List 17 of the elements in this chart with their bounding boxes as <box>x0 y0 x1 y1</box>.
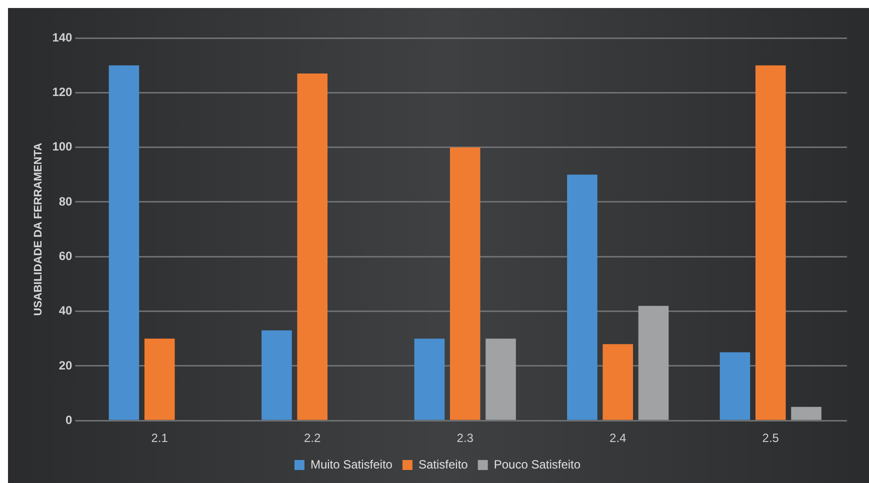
y-tick-label: 60 <box>58 248 73 263</box>
x-tick-label: 2.1 <box>151 431 168 446</box>
x-tick-label: 2.5 <box>762 431 780 446</box>
y-tick-label: 100 <box>52 140 73 154</box>
legend-label: Satisfeito <box>418 457 468 472</box>
y-tick-label: 80 <box>58 194 73 208</box>
y-tick-label: 20 <box>58 358 73 372</box>
y-tick-label: 40 <box>58 304 73 318</box>
x-tick-label: 2.2 <box>304 431 322 446</box>
x-tick-label: 2.4 <box>610 431 627 446</box>
legend-label: Muito Satisfeito <box>310 457 393 472</box>
y-tick-label: 120 <box>52 84 73 99</box>
y-axis-title: USABILIDADE DA FERRAMENTA <box>32 142 45 316</box>
x-tick-label: 2.3 <box>456 431 474 446</box>
y-tick-label: 140 <box>52 30 73 44</box>
legend-label: Pouco Satisfeito <box>494 457 581 472</box>
y-tick-label: 0 <box>66 412 73 427</box>
